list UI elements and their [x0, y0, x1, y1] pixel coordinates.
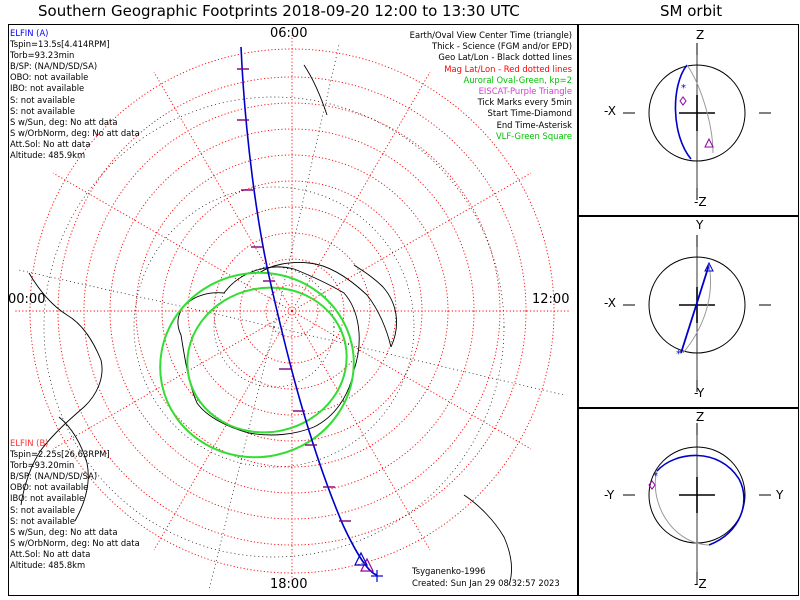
legend-item: Earth/Oval View Center Time (triangle)	[409, 30, 572, 40]
coastlines	[20, 64, 512, 586]
elfin-b-line: S: not available	[10, 504, 75, 515]
legend-item: Geo Lat/Lon - Black dotted lines	[438, 52, 572, 63]
legend-item: Thick - Science (FGM and/or EPD)	[431, 41, 572, 52]
footprint-map-frame	[8, 24, 578, 596]
sm-plot-yz: *	[623, 423, 771, 584]
elfin-b-line: OBO: not available	[10, 482, 89, 493]
elfin-a-line: OBO: not available	[10, 72, 89, 83]
elfin-b-line: B/SP: (NA/ND/SD/SA)	[10, 471, 98, 482]
elfin-b-line: Altitude: 485.8km	[10, 560, 86, 571]
elfin-a-line: Att.Sol: No att data	[10, 138, 91, 149]
sm2-top-label: Y	[696, 218, 704, 232]
model-label: Tsyganenko-1996	[412, 566, 486, 576]
mag-lon-grid	[15, 35, 569, 585]
track-tick-marks	[237, 68, 351, 522]
sm2-bottom-label: -Y	[694, 386, 705, 400]
sm3-bottom-label: -Z	[694, 577, 707, 591]
geo-grid	[18, 44, 565, 591]
sm1-bottom-label: -Z	[694, 195, 707, 209]
view-center-triangle	[354, 551, 368, 566]
elfin-a-line: Torb=93.23min	[10, 50, 75, 61]
footprint-map	[15, 35, 569, 591]
sm-panel-xy: *	[578, 216, 799, 408]
legend-item: Auroral Oval-Green, kp=2	[463, 74, 572, 85]
sm3-top-label: Z	[696, 410, 705, 424]
legend-item: End Time-Asterisk	[496, 119, 572, 130]
elfin-a-track	[240, 46, 378, 576]
elfin-b-line: ELFIN (B)	[10, 438, 49, 448]
elfin-a-line: IBO: not available	[10, 83, 85, 94]
elfin-b-line: IBO: not available	[10, 493, 85, 504]
sm-panel-xz: *	[578, 24, 799, 216]
hour-label-right: 12:00	[532, 292, 570, 307]
legend: Earth/Oval View Center Time (triangle) Th…	[410, 30, 572, 142]
sm1-left-label: -X	[604, 104, 616, 118]
elfin-a-line: S w/OrbNorm, deg: No att data	[10, 127, 140, 138]
sm-panel-yz: *	[578, 408, 799, 596]
elfin-a-line: B/SP: (NA/ND/SD/SA)	[10, 61, 98, 72]
elfin-b-line: Tspin=2.25s[26.63RPM]	[10, 449, 110, 460]
elfin-b-line: S w/OrbNorm, deg: No att data	[10, 537, 140, 548]
elfin-a-line: S: not available	[10, 94, 75, 105]
svg-text:*: *	[681, 83, 686, 94]
hour-label-bottom: 18:00	[270, 577, 308, 592]
page-title: Southern Geographic Footprints 2018-09-2…	[38, 2, 520, 20]
hour-label-left: 00:00	[8, 292, 46, 307]
sm-plot-xy: *	[623, 235, 771, 392]
legend-item: EISCAT-Purple Triangle	[478, 85, 572, 96]
elfin-a-line: ELFIN (A)	[10, 28, 49, 38]
sm3-left-label: -Y	[604, 488, 615, 502]
auroral-oval	[159, 271, 355, 459]
legend-item: Start Time-Diamond	[487, 108, 572, 119]
elfin-b-info: ELFIN (B) Tspin=2.25s[26.63RPM] Torb=93.20…	[10, 438, 140, 571]
legend-item: Mag Lat/Lon - Red dotted lines	[444, 63, 572, 74]
sm-plot-xz: *	[623, 43, 771, 200]
elfin-a-info: ELFIN (A) Tspin=13.5s[4.414RPM] Torb=93.23…	[10, 28, 140, 161]
elfin-b-line: S: not available	[10, 515, 75, 526]
svg-text:*: *	[653, 471, 658, 482]
elfin-a-line: S w/Sun, deg: No att data	[10, 116, 118, 127]
elfin-a-line: S: not available	[10, 105, 75, 116]
elfin-b-line: Torb=93.20min	[10, 460, 75, 471]
sm2-left-label: -X	[604, 296, 616, 310]
elfin-b-line: Att.Sol: No att data	[10, 548, 91, 559]
svg-text:*: *	[676, 349, 681, 360]
legend-item: Tick Marks every 5min	[477, 97, 572, 108]
elfin-a-line: Altitude: 485.9km	[10, 150, 86, 161]
sm1-top-label: Z	[696, 28, 705, 42]
sm-orbit-title: SM orbit	[660, 2, 723, 20]
sm3-right-label: Y	[776, 488, 784, 502]
elfin-a-line: Tspin=13.5s[4.414RPM]	[10, 39, 110, 50]
end-asterisk	[371, 570, 383, 582]
hour-label-top: 06:00	[270, 26, 308, 41]
elfin-b-line: S w/Sun, deg: No att data	[10, 526, 118, 537]
legend-item: VLF-Green Square	[495, 130, 572, 141]
created-label: Created: Sun Jan 29 08:32:57 2023	[412, 578, 560, 588]
